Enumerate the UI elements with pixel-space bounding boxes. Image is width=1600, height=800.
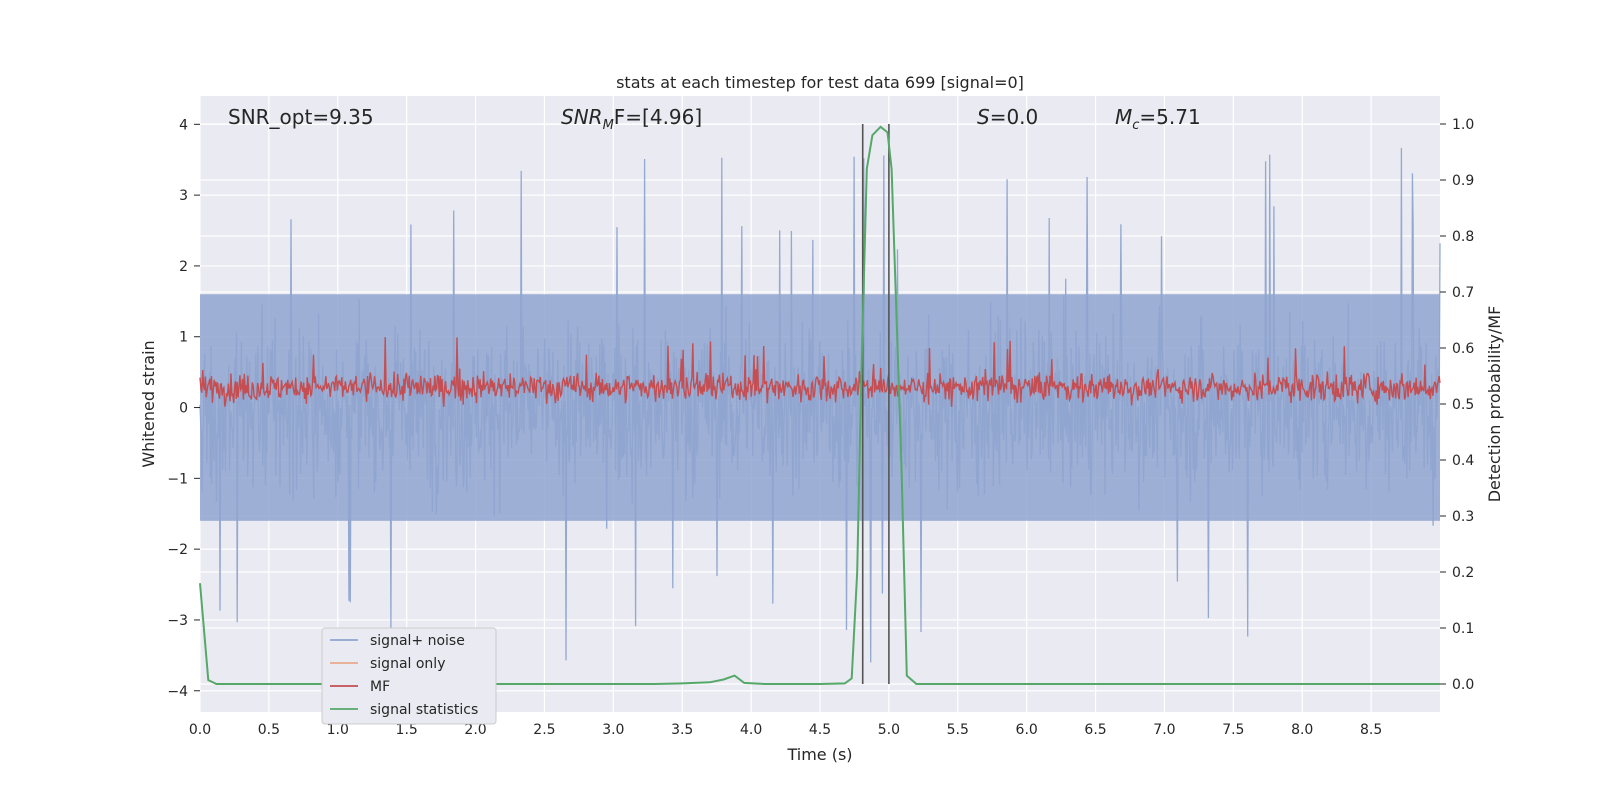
- legend-label-signal-noise: signal+ noise: [370, 633, 465, 649]
- y-tick-label-left: −1: [167, 471, 188, 487]
- y-tick-label-left: −3: [167, 613, 188, 629]
- y-tick-label-right: 0.9: [1452, 173, 1474, 189]
- x-axis-label: Time (s): [786, 745, 852, 764]
- chart-title: stats at each timestep for test data 699…: [616, 73, 1024, 92]
- y-axis-left-label: Whitened strain: [139, 340, 158, 467]
- x-tick-label: 8.0: [1291, 722, 1313, 738]
- x-tick-label: 8.5: [1360, 722, 1382, 738]
- legend-label-mf: MF: [370, 679, 390, 695]
- y-tick-label-right: 0.5: [1452, 397, 1474, 413]
- annotation-snr-mf-main: SNR: [561, 105, 603, 129]
- y-tick-label-right: 0.1: [1452, 621, 1474, 637]
- y-tick-label-left: 4: [179, 117, 188, 133]
- annotation-snr-mf-sub: M: [603, 118, 614, 133]
- x-tick-label: 6.5: [1084, 722, 1106, 738]
- x-axis-ticks: 0.0 0.5 1.0 1.5 2.0 2.5 3.0 3.5 4.0 4.5 5.0 5.5 6.0 6…: [189, 722, 1382, 738]
- annotation-mc-sub: c: [1132, 118, 1139, 133]
- x-tick-label: 3.0: [602, 722, 624, 738]
- y-tick-label-left: −2: [167, 542, 188, 558]
- x-tick-label: 7.5: [1222, 722, 1244, 738]
- series-signal-noise: [199, 147, 1441, 663]
- annotation-s-rest: =0.0: [990, 105, 1039, 129]
- x-tick-label: 5.0: [878, 722, 900, 738]
- annotation-s: S=0.0: [977, 105, 1038, 129]
- x-tick-label: 0.5: [258, 722, 280, 738]
- y-tick-label-right: 0.8: [1452, 229, 1474, 245]
- x-tick-label: 4.0: [740, 722, 762, 738]
- y-tick-label-left: 2: [179, 259, 188, 275]
- annotation-snr-mf-rest: F=[4.96]: [614, 105, 702, 129]
- y-tick-label-right: 0.3: [1452, 509, 1474, 525]
- y-tick-label-left: 1: [179, 330, 188, 346]
- x-tick-label: 4.5: [809, 722, 831, 738]
- x-tick-label: 0.0: [189, 722, 211, 738]
- annotation-mc-main: M: [1115, 105, 1132, 129]
- y-tick-label-right: 0.0: [1452, 677, 1474, 693]
- y-tick-label-right: 0.4: [1452, 453, 1474, 469]
- annotation-snr-opt: SNR_opt=9.35: [228, 105, 374, 129]
- y-tick-label-right: 0.7: [1452, 285, 1474, 301]
- series-line-mf: [199, 337, 1441, 407]
- x-tick-label: 2.0: [464, 722, 486, 738]
- x-tick-label: 2.5: [533, 722, 555, 738]
- legend: signal+ noise signal only MF signal stat…: [321, 627, 497, 725]
- y-axis-right-label: Detection probability/MF: [1485, 306, 1504, 503]
- annotation-mc: Mc=5.71: [1115, 105, 1201, 133]
- y-tick-label-left: −4: [167, 684, 188, 700]
- annotation-snr-mf: SNRMF=[4.96]: [561, 105, 702, 133]
- annotation-s-main: S: [977, 105, 990, 129]
- legend-label-signal-only: signal only: [370, 656, 445, 672]
- x-tick-label: 3.5: [671, 722, 693, 738]
- x-tick-label: 1.0: [327, 722, 349, 738]
- y-tick-label-right: 1.0: [1452, 117, 1474, 133]
- y-axis-left-ticks: 4 3 2 1 0 −1 −2 −3 −4: [167, 117, 200, 700]
- series-band-signal-noise: [200, 294, 1440, 521]
- x-tick-label: 5.5: [947, 722, 969, 738]
- y-tick-label-left: 3: [179, 188, 188, 204]
- x-tick-label: 6.0: [1016, 722, 1038, 738]
- y-tick-label-left: 0: [179, 401, 188, 417]
- y-tick-label-right: 0.2: [1452, 565, 1474, 581]
- vertical-markers: [861, 124, 890, 684]
- legend-label-signal-statistics: signal statistics: [370, 702, 478, 718]
- x-tick-label: 1.5: [396, 722, 418, 738]
- legend-box: [321, 627, 497, 725]
- y-axis-right-ticks: 1.0 0.9 0.8 0.7 0.6 0.5 0.4 0.3 0.2 0.1 0.0: [1440, 117, 1474, 693]
- y-tick-label-right: 0.6: [1452, 341, 1474, 357]
- series-mf: [199, 337, 1441, 407]
- annotation-mc-rest: =5.71: [1139, 105, 1200, 129]
- x-tick-label: 7.0: [1153, 722, 1175, 738]
